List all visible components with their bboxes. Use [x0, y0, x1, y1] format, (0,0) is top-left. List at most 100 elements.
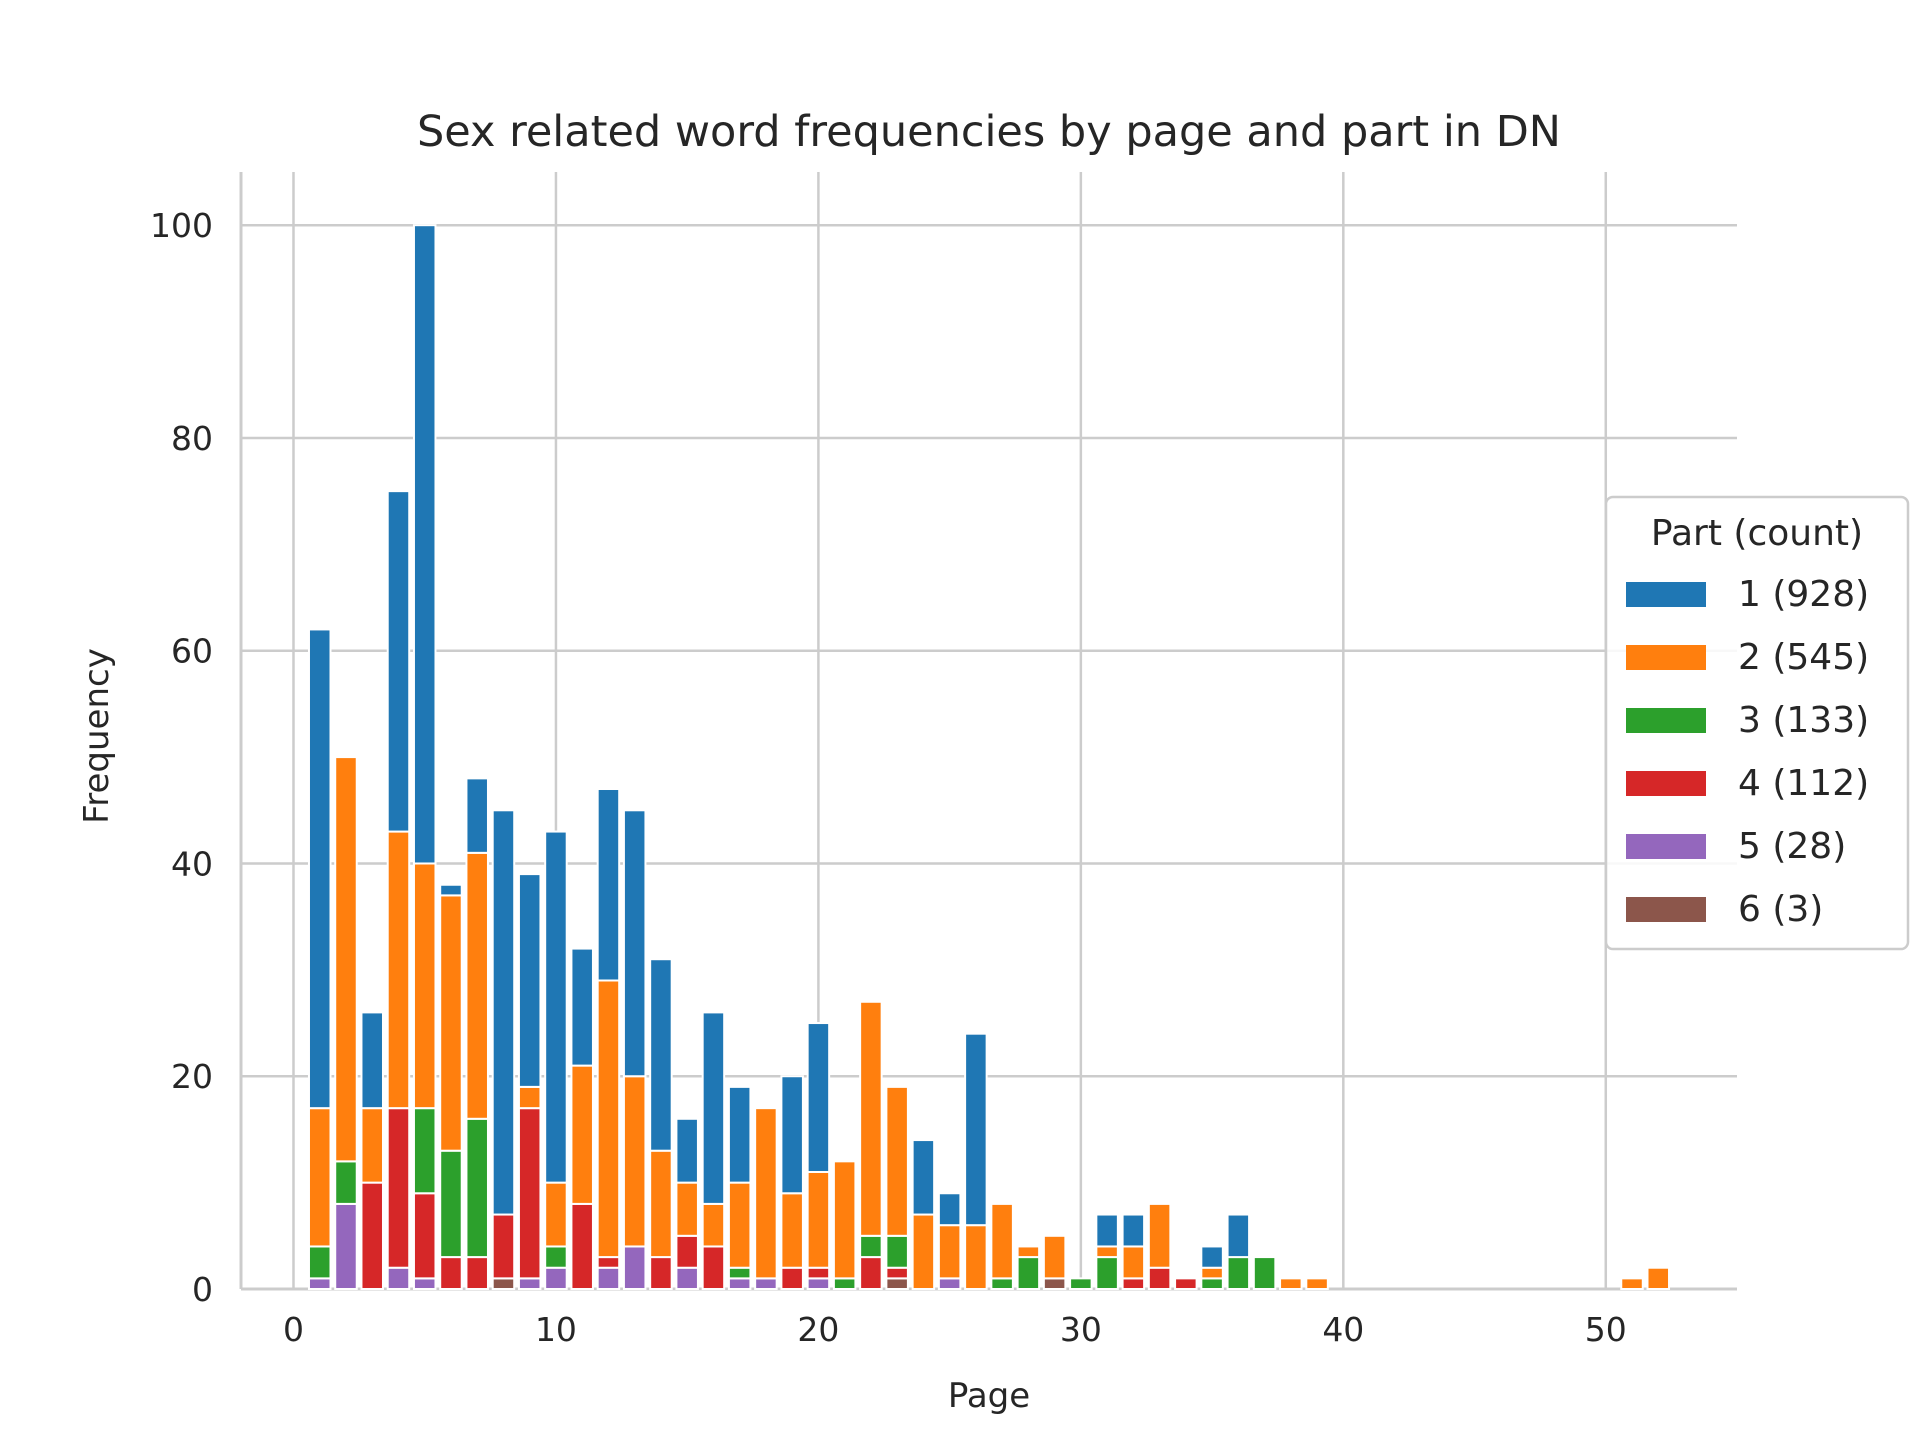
bar-part-3-page-37	[1252, 1256, 1277, 1290]
bar-part-2-page-4	[386, 830, 411, 1110]
bar-part-2-page-18	[754, 1107, 778, 1280]
bar-part-4-page-6	[439, 1256, 463, 1290]
bar-part-1-page-19	[780, 1075, 804, 1195]
bar-part-4-page-16	[701, 1245, 726, 1291]
y-tick-label: 60	[171, 632, 213, 671]
bar-part-1-page-5	[412, 224, 437, 865]
bar-part-2-page-23	[885, 1085, 909, 1237]
bar-part-3-page-21	[832, 1277, 857, 1291]
bar-part-4-page-5	[412, 1192, 437, 1280]
bar-part-4-page-9	[517, 1107, 542, 1280]
bar-part-3-page-28	[1016, 1256, 1041, 1290]
bar-part-3-page-36	[1226, 1256, 1251, 1290]
legend-swatch-part-5	[1626, 834, 1706, 859]
bar-part-2-page-1	[307, 1107, 332, 1248]
x-tick-label: 40	[1322, 1310, 1364, 1349]
bar-part-3-page-1	[307, 1245, 332, 1280]
bar-part-4-page-15	[675, 1234, 699, 1269]
bar-part-4-page-20	[806, 1266, 831, 1280]
bar-part-1-page-8	[491, 809, 516, 1216]
bar-part-1-page-26	[964, 1032, 988, 1227]
legend: Part (count) 1 (928) 2 (545) 3 (133) 4 (112)…	[1604, 495, 1910, 951]
bar-part-1-page-17	[727, 1085, 752, 1184]
bar-part-1-page-13	[622, 809, 647, 1078]
bar-part-3-page-6	[439, 1149, 463, 1259]
chart-title: Sex related word frequencies by page and…	[417, 107, 1561, 157]
bar-part-4-page-33	[1147, 1266, 1172, 1290]
x-tick-label: 50	[1585, 1310, 1627, 1349]
bar-part-3-page-23	[885, 1234, 909, 1269]
legend-swatch-part-3	[1626, 708, 1706, 733]
bar-part-2-page-25	[937, 1224, 962, 1280]
legend-swatch-part-6	[1626, 897, 1706, 922]
bar-part-2-page-5	[412, 862, 437, 1110]
bar-part-5-page-10	[544, 1266, 568, 1290]
axes	[239, 172, 1737, 1291]
bar-part-5-page-13	[622, 1245, 647, 1291]
y-axis-label: Frequency	[77, 648, 117, 824]
x-axis-label: Page	[948, 1376, 1030, 1416]
bar-part-5-page-9	[517, 1277, 542, 1291]
bar-part-5-page-2	[334, 1202, 358, 1291]
bar-part-4-page-12	[596, 1256, 621, 1269]
bar-part-5-page-17	[727, 1277, 752, 1291]
bar-part-1-page-11	[570, 947, 594, 1067]
bar-part-5-page-25	[937, 1277, 962, 1291]
bar-part-1-page-9	[517, 873, 542, 1088]
bar-part-1-page-20	[806, 1022, 831, 1173]
bar-part-2-page-26	[964, 1224, 988, 1290]
legend-label-part-1: 1 (928)	[1738, 574, 1869, 615]
bar-part-1-page-15	[675, 1117, 699, 1184]
legend-label-part-6: 6 (3)	[1738, 889, 1823, 930]
bar-part-2-page-15	[675, 1181, 699, 1237]
bar-part-4-page-34	[1174, 1277, 1198, 1291]
bar-part-1-page-32	[1121, 1213, 1146, 1248]
bar-part-2-page-35	[1200, 1266, 1224, 1280]
y-tick-label: 40	[171, 844, 213, 883]
y-tick-label: 0	[192, 1270, 213, 1309]
bar-part-1-page-31	[1095, 1213, 1119, 1248]
bar-part-1-page-35	[1200, 1245, 1224, 1269]
bar-part-6-page-29	[1042, 1277, 1067, 1291]
legend-swatch-part-2	[1626, 645, 1706, 670]
legend-label-part-5: 5 (28)	[1738, 826, 1846, 867]
bar-part-1-page-6	[439, 883, 463, 897]
bar-part-1-page-14	[649, 958, 673, 1152]
bar-part-3-page-17	[727, 1266, 752, 1280]
bar-part-2-page-29	[1042, 1234, 1067, 1280]
grid-lines	[241, 172, 1737, 1291]
bar-part-3-page-35	[1200, 1277, 1224, 1291]
bar-part-3-page-22	[859, 1234, 883, 1259]
y-tick-label: 100	[150, 206, 213, 245]
bar-part-2-page-39	[1305, 1277, 1329, 1291]
bar-part-2-page-2	[334, 756, 358, 1163]
legend-title: Part (count)	[1651, 513, 1863, 554]
bar-part-1-page-4	[386, 490, 411, 833]
bar-part-1-page-12	[596, 788, 621, 982]
bar-part-2-page-33	[1147, 1202, 1172, 1269]
bar-part-2-page-24	[911, 1213, 936, 1290]
bars	[307, 224, 1671, 1291]
x-tick-label: 20	[797, 1310, 839, 1349]
bar-part-1-page-16	[701, 1011, 726, 1205]
bar-part-3-page-10	[544, 1245, 568, 1269]
bar-part-5-page-1	[307, 1277, 332, 1291]
bar-part-5-page-12	[596, 1266, 621, 1290]
bar-part-3-page-30	[1069, 1277, 1093, 1291]
bar-part-2-page-6	[439, 894, 463, 1152]
bar-part-4-page-8	[491, 1213, 516, 1280]
bar-part-1-page-25	[937, 1192, 962, 1227]
bar-part-2-page-19	[780, 1192, 804, 1269]
x-tick-label: 0	[283, 1310, 304, 1349]
bar-part-3-page-2	[334, 1160, 358, 1205]
bar-part-2-page-51	[1620, 1277, 1644, 1291]
bar-part-2-page-32	[1121, 1245, 1146, 1280]
bar-part-1-page-36	[1226, 1213, 1251, 1259]
bar-part-2-page-27	[990, 1202, 1014, 1280]
x-tick-label: 10	[535, 1310, 577, 1349]
bar-part-4-page-22	[859, 1256, 883, 1290]
bar-part-5-page-15	[675, 1266, 699, 1290]
bar-part-2-page-7	[465, 851, 489, 1120]
bar-part-2-page-28	[1016, 1245, 1041, 1259]
